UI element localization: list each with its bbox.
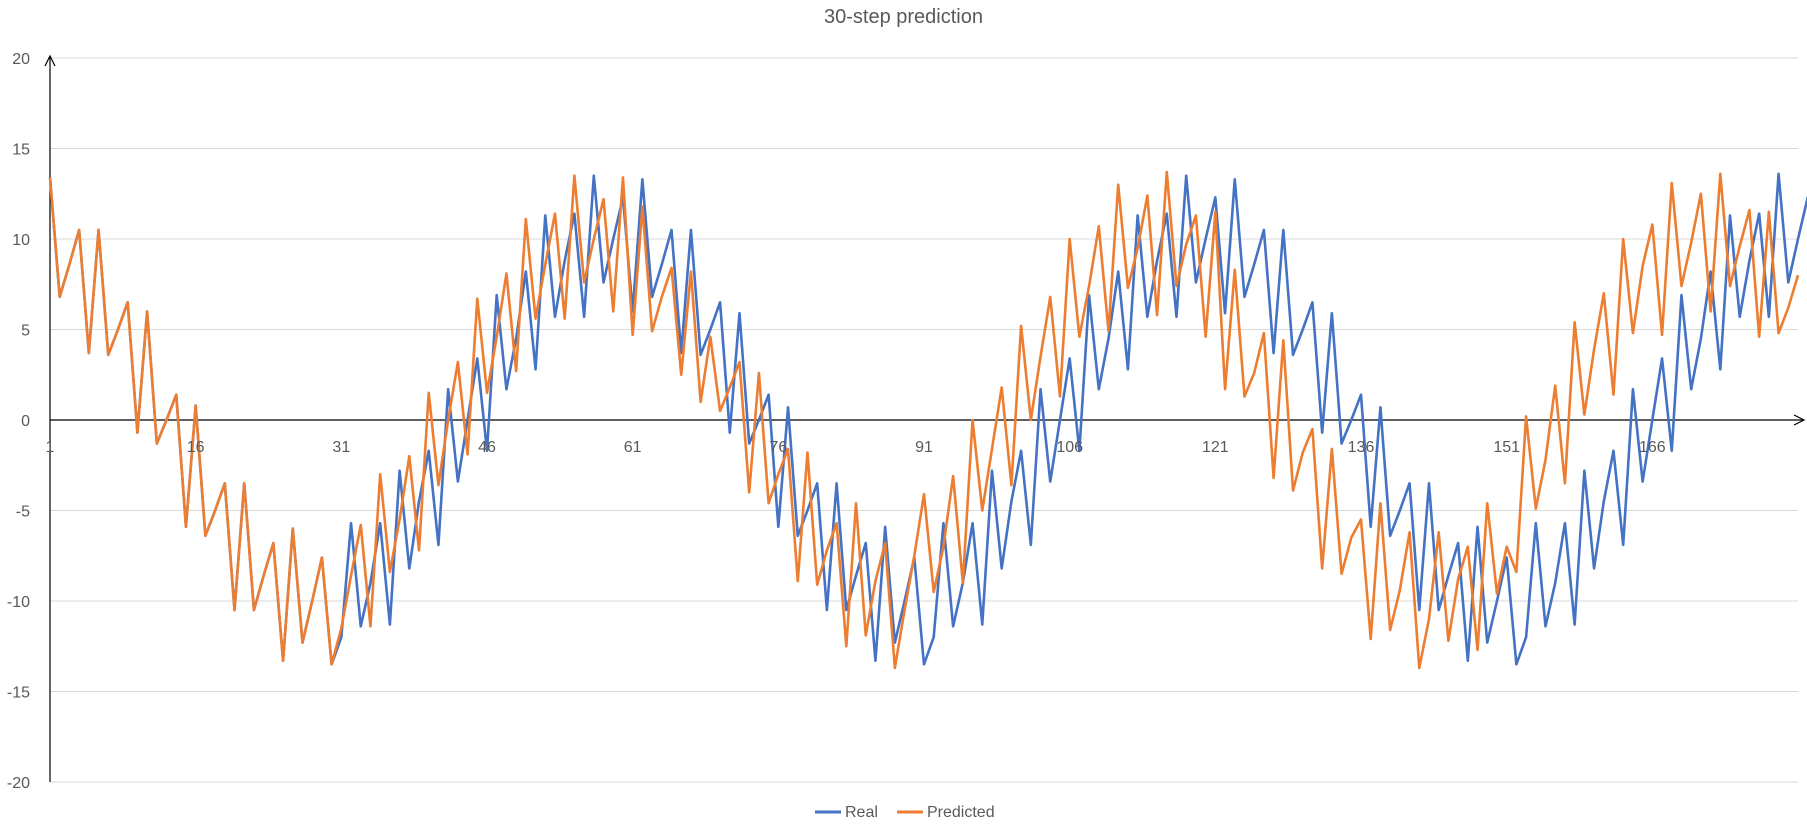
legend: Real Predicted xyxy=(815,804,995,821)
series-lines xyxy=(48,170,1807,670)
tick-labels: 20 15 10 5 0 -5 -10 -15 -20 1 16 31 46 61 76 91 106 121 13… xyxy=(7,51,1666,792)
y-tick-label--15: -15 xyxy=(7,685,30,702)
y-axis-arrow xyxy=(44,54,56,67)
y-tick-label-20: 20 xyxy=(12,51,30,68)
y-tick-label--5: -5 xyxy=(16,504,30,521)
x-tick-label-136: 136 xyxy=(1348,439,1375,456)
x-tick-label-76: 76 xyxy=(769,439,787,456)
x-tick-label-46: 46 xyxy=(478,439,496,456)
y-tick-label-15: 15 xyxy=(12,142,30,159)
chart-title: 30-step prediction xyxy=(824,6,983,28)
y-tick-label--20: -20 xyxy=(7,775,30,792)
x-tick-label-121: 121 xyxy=(1202,439,1229,456)
x-tick-label-166: 166 xyxy=(1639,439,1666,456)
y-tick-label--10: -10 xyxy=(7,594,30,611)
series-line-predicted xyxy=(48,170,1800,670)
legend-label-predicted: Predicted xyxy=(927,804,995,821)
grid-lines xyxy=(50,57,1798,783)
y-tick-label-0: 0 xyxy=(21,413,30,430)
x-tick-label-61: 61 xyxy=(624,439,642,456)
x-tick-label-31: 31 xyxy=(332,439,350,456)
axes xyxy=(44,54,1806,782)
y-tick-label-5: 5 xyxy=(21,323,30,340)
x-tick-label-151: 151 xyxy=(1493,439,1520,456)
x-tick-label-106: 106 xyxy=(1056,439,1083,456)
legend-label-real: Real xyxy=(845,804,878,821)
x-axis-arrow xyxy=(1793,414,1806,426)
x-tick-label-91: 91 xyxy=(915,439,933,456)
x-tick-label-1: 1 xyxy=(46,439,55,456)
y-tick-label-10: 10 xyxy=(12,232,30,249)
series-line-real xyxy=(48,172,1807,666)
x-tick-label-16: 16 xyxy=(187,439,205,456)
